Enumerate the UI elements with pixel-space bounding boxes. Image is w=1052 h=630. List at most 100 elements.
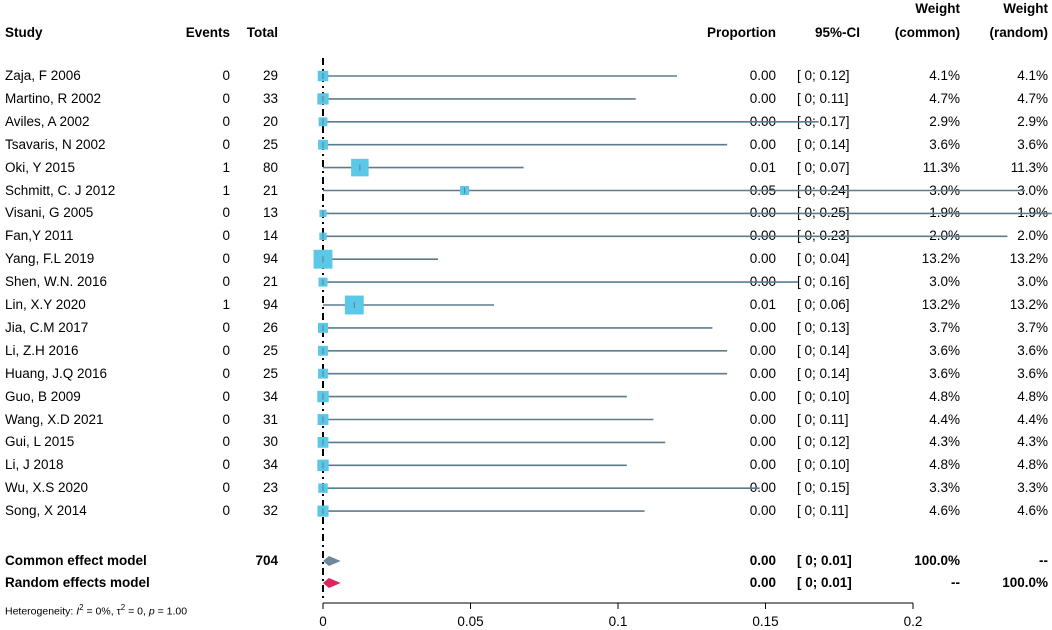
study-events: 0	[222, 366, 230, 381]
study-weight-random: 3.0%	[1017, 183, 1048, 198]
study-proportion: 0.00	[749, 137, 776, 152]
study-total: 32	[262, 503, 278, 518]
common-effect-diamond	[323, 556, 341, 566]
study-ci: [ 0; 0.10]	[797, 389, 850, 404]
study-events: 0	[222, 228, 230, 243]
study-name: Jia, C.M 2017	[5, 320, 89, 335]
study-ci: [ 0; 0.12]	[797, 68, 850, 83]
study-total: 94	[262, 251, 278, 266]
study-name: Fan,Y 2011	[5, 228, 74, 243]
study-total: 34	[262, 457, 278, 472]
study-events: 0	[222, 251, 230, 266]
study-events: 0	[222, 389, 230, 404]
header-events: Events	[185, 25, 230, 40]
study-weight-common: 13.2%	[921, 251, 960, 266]
header-weight-random-2: (random)	[989, 25, 1049, 40]
study-weight-common: 4.8%	[929, 389, 960, 404]
study-ci: [ 0; 0.16]	[797, 274, 850, 289]
study-weight-common: 4.7%	[929, 91, 960, 106]
study-proportion: 0.00	[749, 320, 776, 335]
x-tick-label: 0.2	[904, 614, 923, 629]
study-total: 23	[262, 480, 278, 495]
study-total: 94	[262, 297, 278, 312]
study-events: 0	[222, 320, 230, 335]
study-events: 0	[222, 274, 230, 289]
study-ci: [ 0; 0.06]	[797, 297, 850, 312]
study-ci: [ 0; 0.11]	[797, 412, 849, 427]
x-tick-label: 0.15	[752, 614, 778, 629]
study-name: Yang, F.L 2019	[5, 251, 95, 266]
study-ci: [ 0; 0.12]	[797, 434, 850, 449]
common-ci: [ 0; 0.01]	[797, 553, 852, 568]
study-events: 0	[222, 412, 230, 427]
study-ci: [ 0; 0.11]	[797, 91, 849, 106]
common-weight-random: --	[1039, 553, 1048, 568]
study-total: 25	[262, 137, 278, 152]
study-total: 80	[262, 160, 278, 175]
study-proportion: 0.00	[749, 434, 776, 449]
study-proportion: 0.00	[749, 389, 776, 404]
common-weight-common: 100.0%	[914, 553, 960, 568]
study-total: 34	[262, 389, 278, 404]
study-total: 20	[262, 114, 278, 129]
heterogeneity-text: Heterogeneity: I2 = 0%, τ2 = 0, p = 1.00	[5, 603, 188, 618]
study-weight-common: 4.3%	[929, 434, 960, 449]
study-events: 0	[222, 343, 230, 358]
study-ci: [ 0; 0.11]	[797, 503, 849, 518]
study-proportion: 0.00	[749, 205, 776, 220]
study-weight-random: 13.2%	[1009, 251, 1048, 266]
study-events: 0	[222, 434, 230, 449]
study-weight-random: 4.6%	[1017, 503, 1048, 518]
header-weight-random-1: Weight	[1003, 1, 1048, 16]
study-weight-random: 1.9%	[1017, 205, 1048, 220]
header-study: Study	[5, 25, 43, 40]
study-ci: [ 0; 0.15]	[797, 480, 850, 495]
study-weight-random: 11.3%	[1010, 160, 1048, 175]
study-name: Wang, X.D 2021	[5, 412, 104, 427]
study-weight-common: 13.2%	[921, 297, 960, 312]
study-events: 1	[222, 160, 230, 175]
study-name: Zaja, F 2006	[5, 68, 81, 83]
common-label: Common effect model	[5, 553, 147, 568]
study-name: Song, X 2014	[5, 503, 87, 518]
study-name: Oki, Y 2015	[5, 160, 76, 175]
random-proportion: 0.00	[749, 575, 776, 590]
study-events: 0	[222, 137, 230, 152]
study-weight-random: 3.6%	[1017, 366, 1048, 381]
study-name: Li, J 2018	[5, 457, 64, 472]
study-events: 0	[222, 205, 230, 220]
random-ci: [ 0; 0.01]	[797, 575, 852, 590]
header-total: Total	[246, 25, 278, 40]
study-total: 21	[262, 183, 278, 198]
study-name: Lin, X.Y 2020	[5, 297, 86, 312]
study-events: 0	[222, 68, 230, 83]
study-events: 0	[222, 114, 230, 129]
study-total: 31	[262, 412, 278, 427]
study-weight-random: 3.7%	[1017, 320, 1048, 335]
study-name: Huang, J.Q 2016	[5, 366, 108, 381]
study-proportion: 0.01	[749, 297, 776, 312]
study-events: 0	[222, 91, 230, 106]
study-total: 21	[262, 274, 278, 289]
study-proportion: 0.00	[749, 343, 776, 358]
random-label: Random effects model	[5, 575, 150, 590]
study-weight-random: 3.6%	[1017, 343, 1048, 358]
common-total: 704	[255, 553, 278, 568]
study-proportion: 0.00	[749, 366, 776, 381]
study-weight-common: 3.0%	[929, 274, 960, 289]
study-proportion: 0.01	[749, 160, 776, 175]
study-proportion: 0.00	[749, 503, 776, 518]
study-total: 26	[262, 320, 278, 335]
study-name: Visani, G 2005	[5, 205, 94, 220]
study-weight-random: 3.0%	[1017, 274, 1048, 289]
study-events: 1	[222, 297, 230, 312]
study-events: 0	[222, 457, 230, 472]
random-weight-common: --	[951, 575, 960, 590]
study-ci: [ 0; 0.07]	[797, 160, 850, 175]
study-total: 25	[262, 343, 278, 358]
study-ci: [ 0; 0.17]	[797, 114, 850, 129]
study-weight-random: 3.6%	[1017, 137, 1048, 152]
study-name: Guo, B 2009	[5, 389, 81, 404]
study-weight-common: 3.3%	[929, 480, 960, 495]
